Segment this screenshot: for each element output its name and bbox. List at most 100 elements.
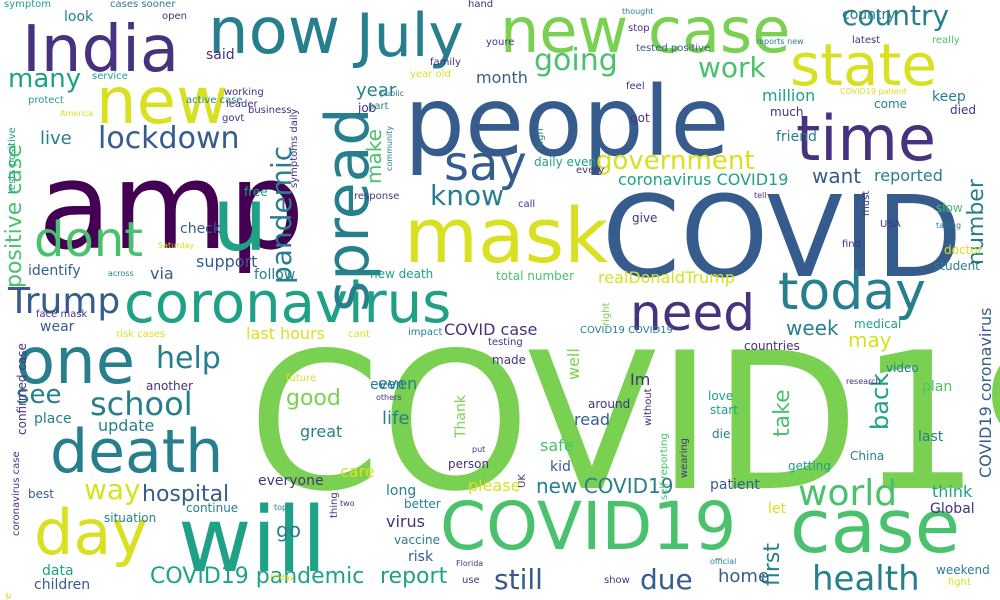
cloud-word: amp xyxy=(38,138,305,277)
cloud-word: latest xyxy=(852,35,881,46)
cloud-word: COVID19 pandemic xyxy=(150,564,365,589)
cloud-word: impact xyxy=(408,327,443,338)
cloud-word: go xyxy=(276,518,301,542)
cloud-word: school xyxy=(90,385,193,423)
cloud-word: people xyxy=(404,66,730,178)
cloud-word: help xyxy=(156,341,221,376)
cloud-word: best xyxy=(28,487,54,501)
cloud-word: really xyxy=(932,35,960,46)
cloud-word: many xyxy=(8,64,82,94)
cloud-word: free xyxy=(244,185,268,199)
cloud-word: let xyxy=(768,501,786,517)
cloud-word: well xyxy=(564,348,583,381)
cloud-word: still xyxy=(494,563,543,596)
cloud-word: lockdown xyxy=(98,121,240,156)
cloud-word: symptom xyxy=(4,0,51,10)
cloud-word: going xyxy=(534,43,618,78)
cloud-word: around xyxy=(588,397,631,411)
cloud-word: tell xyxy=(754,191,767,200)
cloud-word: look xyxy=(64,9,94,25)
cloud-word: got xyxy=(630,111,650,125)
cloud-word: youre xyxy=(486,37,515,48)
cloud-word: cant xyxy=(348,329,370,340)
cloud-word: COVID19 xyxy=(440,488,737,565)
cloud-word: medical xyxy=(854,317,902,331)
cloud-word: mask xyxy=(404,191,609,280)
cloud-word: see xyxy=(16,380,62,410)
cloud-word: new case xyxy=(500,0,791,67)
cloud-word: follow xyxy=(254,267,296,283)
cloud-word: data xyxy=(42,563,74,579)
cloud-word: another xyxy=(146,379,193,393)
cloud-word: make xyxy=(362,129,386,184)
cloud-word: Trump xyxy=(8,281,121,322)
cloud-word: Im xyxy=(630,370,651,389)
cloud-word: new COVID19 xyxy=(536,474,674,498)
cloud-word: part xyxy=(368,101,389,112)
cloud-word: said xyxy=(206,47,235,63)
cloud-word: start xyxy=(710,403,738,417)
cloud-word: death xyxy=(50,417,224,487)
cloud-word: children xyxy=(34,577,91,593)
cloud-word: Saturday xyxy=(158,241,195,250)
cloud-word: identify xyxy=(28,263,81,279)
cloud-word: COVID19 patient xyxy=(840,87,907,96)
cloud-word: even xyxy=(370,377,405,393)
cloud-word: response xyxy=(354,191,400,202)
cloud-word: USA xyxy=(880,219,901,230)
cloud-word: week xyxy=(786,316,839,340)
cloud-word: reported xyxy=(874,166,943,185)
cloud-word: long xyxy=(386,483,417,499)
cloud-word: getting xyxy=(788,459,831,473)
cloud-word: check xyxy=(180,221,221,237)
cloud-word: work xyxy=(698,51,766,84)
cloud-word: think xyxy=(932,482,973,501)
cloud-word: continue xyxy=(186,501,239,515)
cloud-word: u xyxy=(212,168,268,271)
cloud-word: student xyxy=(934,259,980,273)
cloud-word: time xyxy=(796,102,937,175)
cloud-word: year xyxy=(356,80,397,101)
cloud-word: COVID xyxy=(602,173,963,303)
cloud-word: place xyxy=(34,411,72,427)
cloud-word: must xyxy=(861,190,872,216)
cloud-word: made xyxy=(492,353,527,367)
cloud-word: COVID19 positive xyxy=(3,593,14,600)
cloud-word: taking xyxy=(936,221,962,230)
cloud-word: great xyxy=(300,422,343,441)
cloud-word: kid xyxy=(550,459,571,475)
cloud-word: much xyxy=(770,105,804,119)
cloud-word: Thank xyxy=(453,395,469,438)
cloud-word: support xyxy=(196,252,258,271)
cloud-word: Friday xyxy=(270,573,295,582)
cloud-word: one xyxy=(16,325,136,399)
cloud-word: official xyxy=(710,557,737,566)
cloud-word: died xyxy=(950,103,976,117)
cloud-word: today xyxy=(778,262,926,322)
cloud-word: find xyxy=(842,239,861,250)
cloud-word: update xyxy=(98,416,155,435)
cloud-word: active case xyxy=(186,95,243,106)
cloud-word: call xyxy=(518,199,536,210)
cloud-word: Global xyxy=(930,501,975,517)
cloud-word: cases sooner xyxy=(110,0,176,10)
cloud-word: home xyxy=(718,566,770,587)
cloud-word: year old xyxy=(410,69,451,80)
cloud-word: risk xyxy=(408,549,434,565)
cloud-word: virus xyxy=(386,512,425,531)
cloud-word: due xyxy=(640,563,693,596)
cloud-word: family xyxy=(430,57,461,68)
cloud-word: stop xyxy=(628,23,650,34)
cloud-word: confirmed case xyxy=(15,342,29,435)
cloud-word: public xyxy=(380,89,405,98)
cloud-word: protect xyxy=(28,95,64,106)
cloud-word: reports new xyxy=(756,37,804,46)
cloud-word: service xyxy=(92,71,128,82)
cloud-word: country xyxy=(842,7,896,23)
cloud-word: India xyxy=(22,13,180,87)
cloud-word: leader xyxy=(226,99,258,110)
cloud-word: take xyxy=(770,389,795,437)
cloud-word: tested positive xyxy=(636,43,711,54)
cloud-word: America xyxy=(60,109,93,118)
cloud-word: know xyxy=(430,179,504,212)
